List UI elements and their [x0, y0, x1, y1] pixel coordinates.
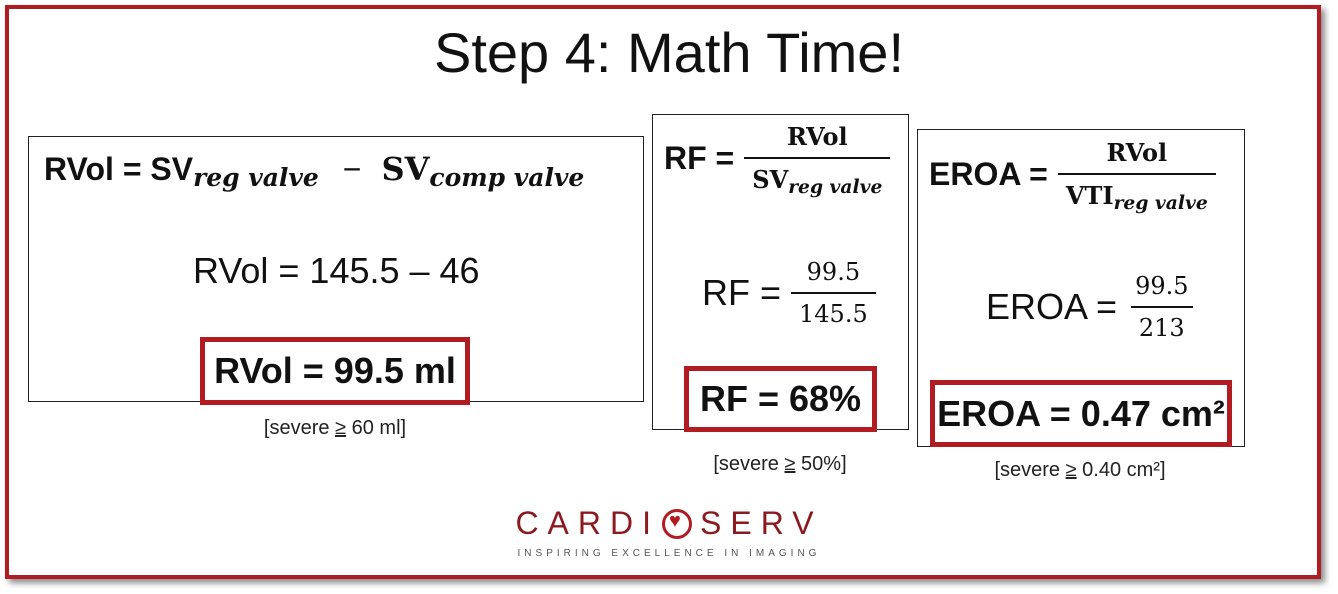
rf-note-ge: ≥: [784, 453, 796, 475]
eroa-calc-fraction: 99.5 213: [1127, 272, 1196, 342]
eroa-formula-numerator: RVol: [1106, 138, 1168, 167]
rf-den-sub: reg valve: [788, 175, 883, 198]
rvol-formula-sub1: reg valve: [193, 163, 319, 193]
eroa-formula-denominator: VTIreg valve: [1057, 173, 1216, 214]
title-main: Math Time!: [627, 21, 904, 84]
rf-severity-note: [severe ≥ 50%]: [680, 453, 880, 476]
slide-frame: [5, 5, 1321, 579]
eroa-calc-denominator: 213: [1130, 306, 1193, 342]
rf-calculation: RF = 99.5 145.5: [702, 258, 876, 328]
eroa-note-ge: ≥: [1065, 459, 1077, 481]
slide-title: Step 4: Math Time!: [0, 18, 1338, 88]
rf-result: RF = 68%: [684, 366, 877, 432]
eroa-calc-lhs: EROA =: [986, 286, 1118, 327]
eroa-formula: EROA = RVol VTIreg valve: [929, 138, 1216, 214]
rvol-formula-lhs: RVol = SV: [44, 150, 194, 187]
heart-icon: [662, 508, 692, 539]
logo-left: CARDI: [515, 505, 660, 541]
logo-right: SERV: [700, 505, 823, 541]
rf-note-prefix: [severe: [713, 453, 785, 475]
rf-calc-lhs: RF =: [702, 272, 782, 313]
rvol-severity-note: [severe ≥ 60 ml]: [230, 417, 440, 440]
eroa-formula-fraction: RVol VTIreg valve: [1057, 138, 1216, 214]
rvol-formula: RVol = SV reg valve − SV comp valve: [44, 150, 584, 192]
rf-formula-denominator: SVreg valve: [744, 157, 891, 198]
cardioserv-logo: CARDI SERV INSPIRING EXCELLENCE IN IMAGIN…: [0, 505, 1338, 559]
eroa-calculation: EROA = 99.5 213: [986, 272, 1197, 342]
rf-formula-lhs: RF =: [664, 140, 735, 176]
rf-formula: RF = RVol SVreg valve: [664, 122, 891, 198]
logo-tagline: INSPIRING EXCELLENCE IN IMAGING: [517, 548, 821, 559]
rf-formula-fraction: RVol SVreg valve: [744, 122, 891, 198]
rvol-formula-term2: SV: [381, 150, 430, 188]
rf-formula-numerator: RVol: [786, 122, 848, 151]
title-prefix: Step 4:: [434, 21, 628, 84]
eroa-calc-numerator: 99.5: [1135, 272, 1189, 300]
eroa-den-sub: reg valve: [1113, 191, 1208, 214]
rvol-result: RVol = 99.5 ml: [200, 337, 470, 405]
rf-den-term: SV: [752, 165, 789, 194]
eroa-note-value: 0.40 cm²]: [1076, 459, 1166, 481]
rvol-calculation: RVol = 145.5 – 46: [193, 250, 480, 291]
rf-calc-fraction: 99.5 145.5: [791, 258, 876, 328]
rvol-note-prefix: [severe: [263, 417, 336, 439]
rvol-note-ge: ≥: [335, 417, 347, 439]
rf-calc-denominator: 145.5: [791, 292, 876, 328]
eroa-severity-note: [severe ≥ 0.40 cm²]: [960, 459, 1200, 482]
eroa-result: EROA = 0.47 cm²: [930, 380, 1232, 447]
rvol-note-value: 60 ml]: [346, 417, 407, 439]
rf-note-value: 50%]: [795, 453, 847, 475]
eroa-formula-lhs: EROA =: [929, 156, 1048, 192]
rf-calc-numerator: 99.5: [806, 258, 861, 286]
rvol-formula-minus: −: [342, 150, 362, 187]
eroa-den-term: VTI: [1065, 181, 1114, 210]
logo-wordmark: CARDI SERV: [515, 505, 822, 542]
rvol-formula-sub2: comp valve: [429, 163, 585, 193]
eroa-note-prefix: [severe: [994, 459, 1066, 481]
